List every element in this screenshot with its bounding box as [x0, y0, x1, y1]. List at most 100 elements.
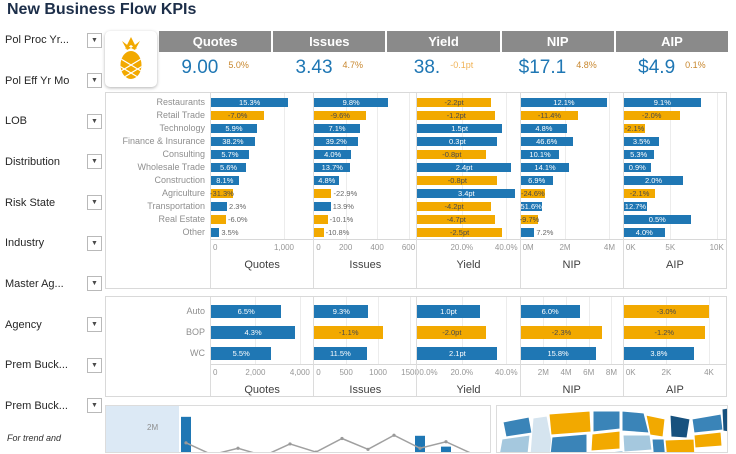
- bar[interactable]: [417, 202, 491, 211]
- bar[interactable]: [314, 124, 360, 133]
- bar[interactable]: [211, 150, 249, 159]
- state-shape[interactable]: [548, 410, 592, 436]
- trend-point[interactable]: [340, 436, 344, 441]
- bar[interactable]: [520, 189, 546, 198]
- state-shape[interactable]: [590, 430, 621, 452]
- bar[interactable]: [520, 305, 580, 318]
- bar[interactable]: [623, 189, 656, 198]
- filter-dropdown-button[interactable]: ▼: [87, 317, 102, 333]
- bar[interactable]: [211, 228, 220, 237]
- trend-point[interactable]: [236, 446, 240, 450]
- bar[interactable]: [314, 305, 369, 318]
- bar[interactable]: [314, 111, 367, 120]
- bar[interactable]: [211, 98, 289, 107]
- bar[interactable]: [314, 228, 324, 237]
- bar[interactable]: [314, 202, 331, 211]
- bar[interactable]: [520, 326, 603, 339]
- bar[interactable]: [623, 98, 701, 107]
- bar[interactable]: [623, 326, 705, 339]
- trend-bar[interactable]: [441, 446, 451, 453]
- bar[interactable]: [211, 111, 265, 120]
- bar[interactable]: [211, 163, 247, 172]
- bar[interactable]: [211, 215, 226, 224]
- filter-dropdown-button[interactable]: ▼: [87, 154, 102, 170]
- filter-dropdown-button[interactable]: ▼: [87, 73, 102, 89]
- state-shape[interactable]: [721, 407, 728, 433]
- bar[interactable]: [623, 137, 660, 146]
- bar[interactable]: [623, 111, 680, 120]
- bar[interactable]: [314, 326, 384, 339]
- bar[interactable]: [211, 124, 257, 133]
- state-shape[interactable]: [587, 450, 624, 453]
- bar[interactable]: [211, 347, 272, 360]
- trend-bar[interactable]: [181, 416, 191, 453]
- bar[interactable]: [211, 137, 255, 146]
- state-shape[interactable]: [669, 414, 691, 439]
- bar[interactable]: [520, 124, 568, 133]
- bar[interactable]: [314, 137, 359, 146]
- bar[interactable]: [211, 176, 239, 185]
- state-shape[interactable]: [622, 434, 653, 452]
- filter-dropdown-button[interactable]: ▼: [87, 195, 102, 211]
- bar[interactable]: [417, 124, 502, 133]
- bar[interactable]: [520, 215, 539, 224]
- state-shape[interactable]: [502, 416, 533, 438]
- bar[interactable]: [417, 189, 516, 198]
- bar[interactable]: [623, 202, 648, 211]
- trend-point[interactable]: [184, 441, 188, 445]
- state-shape[interactable]: [592, 410, 621, 433]
- state-shape[interactable]: [529, 415, 555, 453]
- bar[interactable]: [314, 163, 351, 172]
- filter-dropdown-button[interactable]: ▼: [87, 357, 102, 373]
- bar[interactable]: [417, 347, 498, 360]
- bar[interactable]: [314, 215, 328, 224]
- bar[interactable]: [417, 305, 480, 318]
- state-shape[interactable]: [499, 434, 531, 453]
- bar[interactable]: [623, 150, 654, 159]
- bar[interactable]: [211, 189, 233, 198]
- trend-point[interactable]: [288, 442, 292, 446]
- bar[interactable]: [623, 176, 684, 185]
- bar[interactable]: [520, 228, 535, 237]
- bar[interactable]: [623, 215, 691, 224]
- bar[interactable]: [417, 163, 511, 172]
- bar[interactable]: [623, 124, 646, 133]
- state-shape[interactable]: [651, 438, 666, 453]
- bar[interactable]: [314, 176, 340, 185]
- filter-dropdown-button[interactable]: ▼: [87, 398, 102, 414]
- bar[interactable]: [417, 228, 502, 237]
- bar[interactable]: [417, 98, 491, 107]
- bar[interactable]: [314, 189, 332, 198]
- bar[interactable]: [417, 176, 498, 185]
- bar[interactable]: [520, 347, 596, 360]
- trend-point[interactable]: [444, 440, 448, 444]
- filter-dropdown-button[interactable]: ▼: [87, 235, 102, 251]
- trend-point[interactable]: [366, 447, 370, 451]
- bar[interactable]: [211, 202, 228, 211]
- bar[interactable]: [623, 163, 651, 172]
- bar[interactable]: [417, 111, 496, 120]
- state-shape[interactable]: [691, 413, 724, 434]
- trend-point[interactable]: [470, 452, 473, 453]
- bar[interactable]: [520, 163, 570, 172]
- bar[interactable]: [314, 347, 367, 360]
- bar[interactable]: [417, 150, 487, 159]
- bar[interactable]: [623, 228, 665, 237]
- bar[interactable]: [314, 150, 352, 159]
- bar[interactable]: [520, 137, 573, 146]
- bar[interactable]: [520, 111, 579, 120]
- trend-point[interactable]: [392, 433, 396, 437]
- state-shape[interactable]: [664, 438, 696, 453]
- state-shape[interactable]: [549, 433, 588, 453]
- bar[interactable]: [623, 347, 695, 360]
- bar[interactable]: [520, 98, 608, 107]
- trend-bar[interactable]: [415, 435, 425, 453]
- bar[interactable]: [623, 305, 709, 318]
- bar[interactable]: [211, 305, 282, 318]
- bar[interactable]: [417, 137, 498, 146]
- state-shape[interactable]: [645, 414, 666, 438]
- bar[interactable]: [314, 98, 389, 107]
- filter-dropdown-button[interactable]: ▼: [87, 276, 102, 292]
- filter-dropdown-button[interactable]: ▼: [87, 32, 102, 48]
- bar[interactable]: [417, 326, 487, 339]
